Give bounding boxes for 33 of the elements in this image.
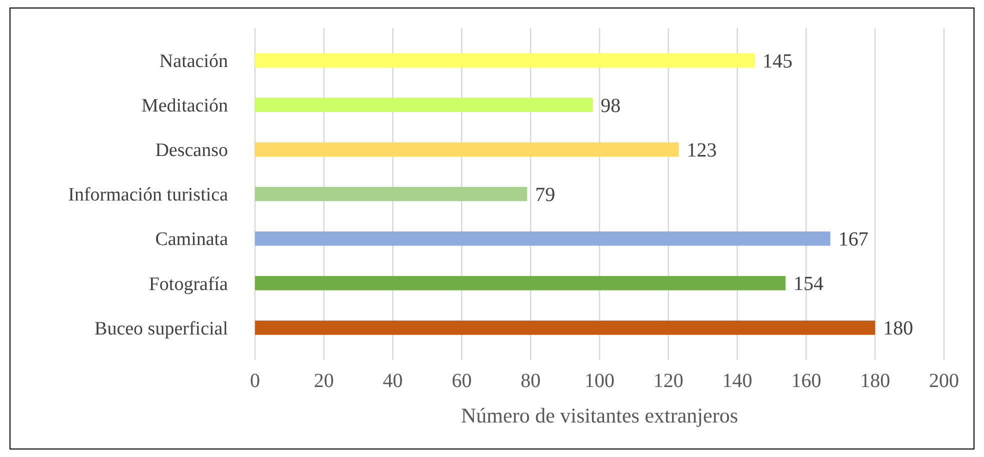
bar xyxy=(255,320,876,335)
data-label: 154 xyxy=(794,273,824,296)
x-tick-label: 20 xyxy=(314,370,334,392)
x-tick-label: 140 xyxy=(722,370,752,392)
y-tick-label: Natación xyxy=(159,50,228,72)
x-tick-label: 60 xyxy=(452,370,472,392)
bar xyxy=(255,98,593,112)
y-tick-label: Fotografía xyxy=(148,274,229,295)
bar xyxy=(255,53,755,68)
x-tick-label: 160 xyxy=(791,370,822,392)
x-tick-label: 180 xyxy=(860,370,890,392)
bar xyxy=(255,231,830,246)
bar xyxy=(255,142,679,157)
data-label: 98 xyxy=(600,94,621,117)
x-tick-label: 120 xyxy=(653,370,684,392)
x-tick-label: 40 xyxy=(382,370,403,392)
x-axis-title: Número de visitantes extranjeros xyxy=(461,403,738,428)
y-tick-label: Meditación xyxy=(141,96,228,117)
y-tick-label: Descanso xyxy=(155,140,228,162)
y-tick-label: Información turistica xyxy=(68,184,229,206)
x-tick-label: 200 xyxy=(929,370,959,392)
y-tick-label: Caminata xyxy=(155,229,229,250)
x-tick-label: 80 xyxy=(520,370,541,392)
data-label: 167 xyxy=(838,228,868,251)
data-label: 180 xyxy=(883,318,914,340)
y-tick-label: Buceo superficial xyxy=(94,318,228,340)
bar xyxy=(255,276,786,290)
bar xyxy=(255,186,528,202)
x-tick-label: 100 xyxy=(584,370,614,392)
data-label: 79 xyxy=(535,184,556,206)
x-tick-label: 0 xyxy=(250,370,260,392)
data-label: 145 xyxy=(762,50,793,72)
data-label: 123 xyxy=(686,139,717,162)
